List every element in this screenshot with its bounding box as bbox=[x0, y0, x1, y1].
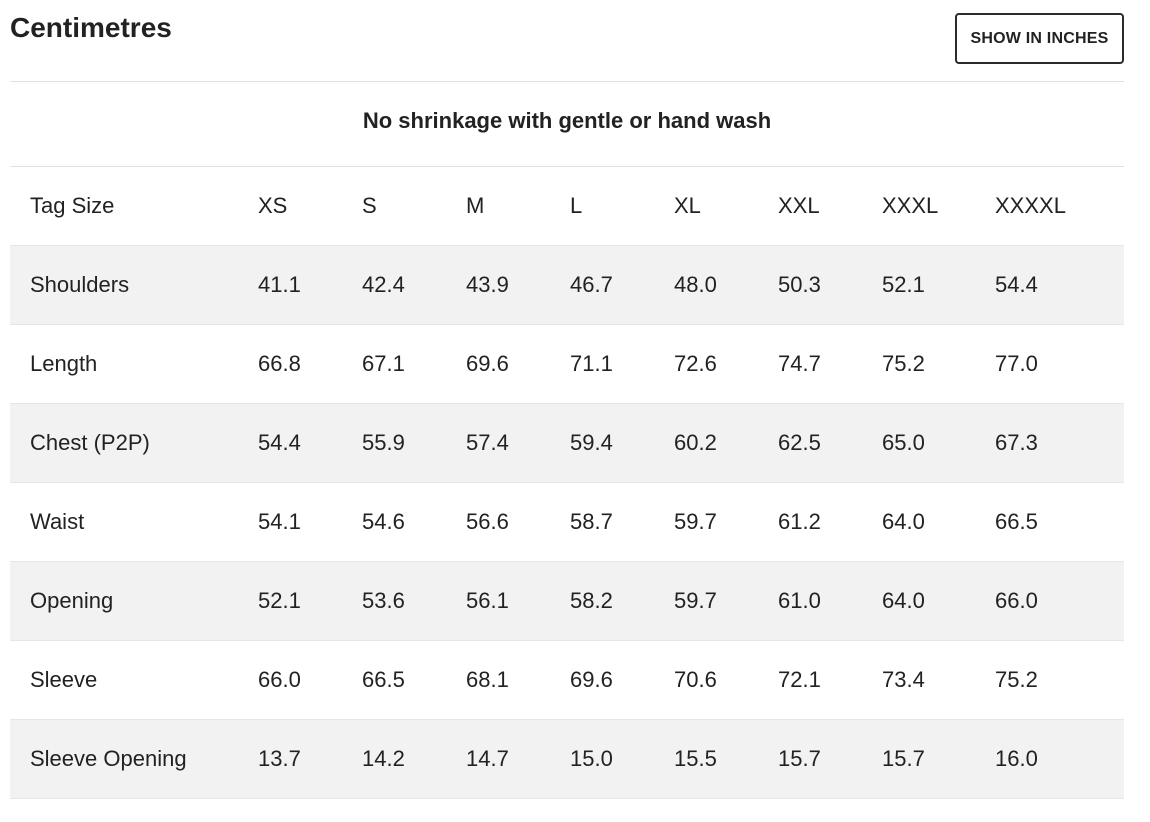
table-cell: 58.7 bbox=[570, 482, 674, 562]
column-header: XXXXL bbox=[995, 166, 1124, 246]
table-cell: 54.6 bbox=[362, 482, 466, 562]
table-cell: 14.7 bbox=[466, 719, 570, 799]
table-cell: 68.1 bbox=[466, 640, 570, 720]
row-label: Shoulders bbox=[10, 245, 258, 325]
column-header: XXL bbox=[778, 166, 882, 246]
table-cell: 60.2 bbox=[674, 403, 778, 483]
table-cell: 48.0 bbox=[674, 245, 778, 325]
table-cell: 61.0 bbox=[778, 561, 882, 641]
table-row: Shoulders 41.1 42.4 43.9 46.7 48.0 50.3 … bbox=[10, 245, 1124, 325]
column-header: XL bbox=[674, 166, 778, 246]
table-cell: 15.7 bbox=[882, 719, 995, 799]
table-cell: 53.6 bbox=[362, 561, 466, 641]
table-cell: 54.4 bbox=[995, 245, 1124, 325]
table-row: Opening 52.1 53.6 56.1 58.2 59.7 61.0 64… bbox=[10, 561, 1124, 641]
row-label: Opening bbox=[10, 561, 258, 641]
care-note: No shrinkage with gentle or hand wash bbox=[362, 108, 772, 133]
table-cell: 50.3 bbox=[778, 245, 882, 325]
table-cell: 64.0 bbox=[882, 561, 995, 641]
size-table: Tag Size XS S M L XL XXL XXXL XXXXL Shou… bbox=[10, 166, 1124, 799]
table-cell: 58.2 bbox=[570, 561, 674, 641]
table-cell: 69.6 bbox=[466, 324, 570, 404]
table-cell: 69.6 bbox=[570, 640, 674, 720]
table-cell: 74.7 bbox=[778, 324, 882, 404]
table-cell: 73.4 bbox=[882, 640, 995, 720]
column-header: XXXL bbox=[882, 166, 995, 246]
table-cell: 42.4 bbox=[362, 245, 466, 325]
table-row: Waist 54.1 54.6 56.6 58.7 59.7 61.2 64.0… bbox=[10, 482, 1124, 562]
table-cell: 16.0 bbox=[995, 719, 1124, 799]
table-cell: 55.9 bbox=[362, 403, 466, 483]
column-header: XS bbox=[258, 166, 362, 246]
table-cell: 72.1 bbox=[778, 640, 882, 720]
table-cell: 71.1 bbox=[570, 324, 674, 404]
table-cell: 56.6 bbox=[466, 482, 570, 562]
table-cell: 75.2 bbox=[995, 640, 1124, 720]
show-in-inches-button[interactable]: SHOW IN INCHES bbox=[955, 13, 1124, 64]
table-cell: 65.0 bbox=[882, 403, 995, 483]
column-header: Tag Size bbox=[10, 166, 258, 246]
table-cell: 13.7 bbox=[258, 719, 362, 799]
table-cell: 54.1 bbox=[258, 482, 362, 562]
table-cell: 72.6 bbox=[674, 324, 778, 404]
table-cell: 75.2 bbox=[882, 324, 995, 404]
row-label: Length bbox=[10, 324, 258, 404]
table-cell: 54.4 bbox=[258, 403, 362, 483]
table-cell: 70.6 bbox=[674, 640, 778, 720]
table-row: Chest (P2P) 54.4 55.9 57.4 59.4 60.2 62.… bbox=[10, 403, 1124, 483]
table-cell: 62.5 bbox=[778, 403, 882, 483]
table-row: Sleeve 66.0 66.5 68.1 69.6 70.6 72.1 73.… bbox=[10, 640, 1124, 720]
row-label: Waist bbox=[10, 482, 258, 562]
table-cell: 59.7 bbox=[674, 482, 778, 562]
table-cell: 66.0 bbox=[995, 561, 1124, 641]
table-cell: 61.2 bbox=[778, 482, 882, 562]
table-cell: 66.8 bbox=[258, 324, 362, 404]
table-row: Sleeve Opening 13.7 14.2 14.7 15.0 15.5 … bbox=[10, 719, 1124, 799]
table-cell: 66.5 bbox=[362, 640, 466, 720]
table-cell: 57.4 bbox=[466, 403, 570, 483]
row-label: Sleeve Opening bbox=[10, 719, 258, 799]
table-cell: 15.5 bbox=[674, 719, 778, 799]
table-cell: 77.0 bbox=[995, 324, 1124, 404]
table-cell: 46.7 bbox=[570, 245, 674, 325]
table-cell: 59.7 bbox=[674, 561, 778, 641]
table-cell: 66.0 bbox=[258, 640, 362, 720]
row-label: Sleeve bbox=[10, 640, 258, 720]
column-header: M bbox=[466, 166, 570, 246]
divider bbox=[10, 81, 1124, 82]
table-cell: 56.1 bbox=[466, 561, 570, 641]
table-cell: 41.1 bbox=[258, 245, 362, 325]
table-row: Length 66.8 67.1 69.6 71.1 72.6 74.7 75.… bbox=[10, 324, 1124, 404]
table-cell: 67.1 bbox=[362, 324, 466, 404]
table-cell: 66.5 bbox=[995, 482, 1124, 562]
table-cell: 43.9 bbox=[466, 245, 570, 325]
table-cell: 15.7 bbox=[778, 719, 882, 799]
column-header: S bbox=[362, 166, 466, 246]
table-header-row: Tag Size XS S M L XL XXL XXXL XXXXL bbox=[10, 166, 1124, 246]
table-cell: 67.3 bbox=[995, 403, 1124, 483]
table-cell: 64.0 bbox=[882, 482, 995, 562]
column-header: L bbox=[570, 166, 674, 246]
table-cell: 14.2 bbox=[362, 719, 466, 799]
table-cell: 15.0 bbox=[570, 719, 674, 799]
row-label: Chest (P2P) bbox=[10, 403, 258, 483]
table-cell: 52.1 bbox=[258, 561, 362, 641]
table-cell: 52.1 bbox=[882, 245, 995, 325]
page-title: Centimetres bbox=[10, 12, 172, 43]
table-cell: 59.4 bbox=[570, 403, 674, 483]
